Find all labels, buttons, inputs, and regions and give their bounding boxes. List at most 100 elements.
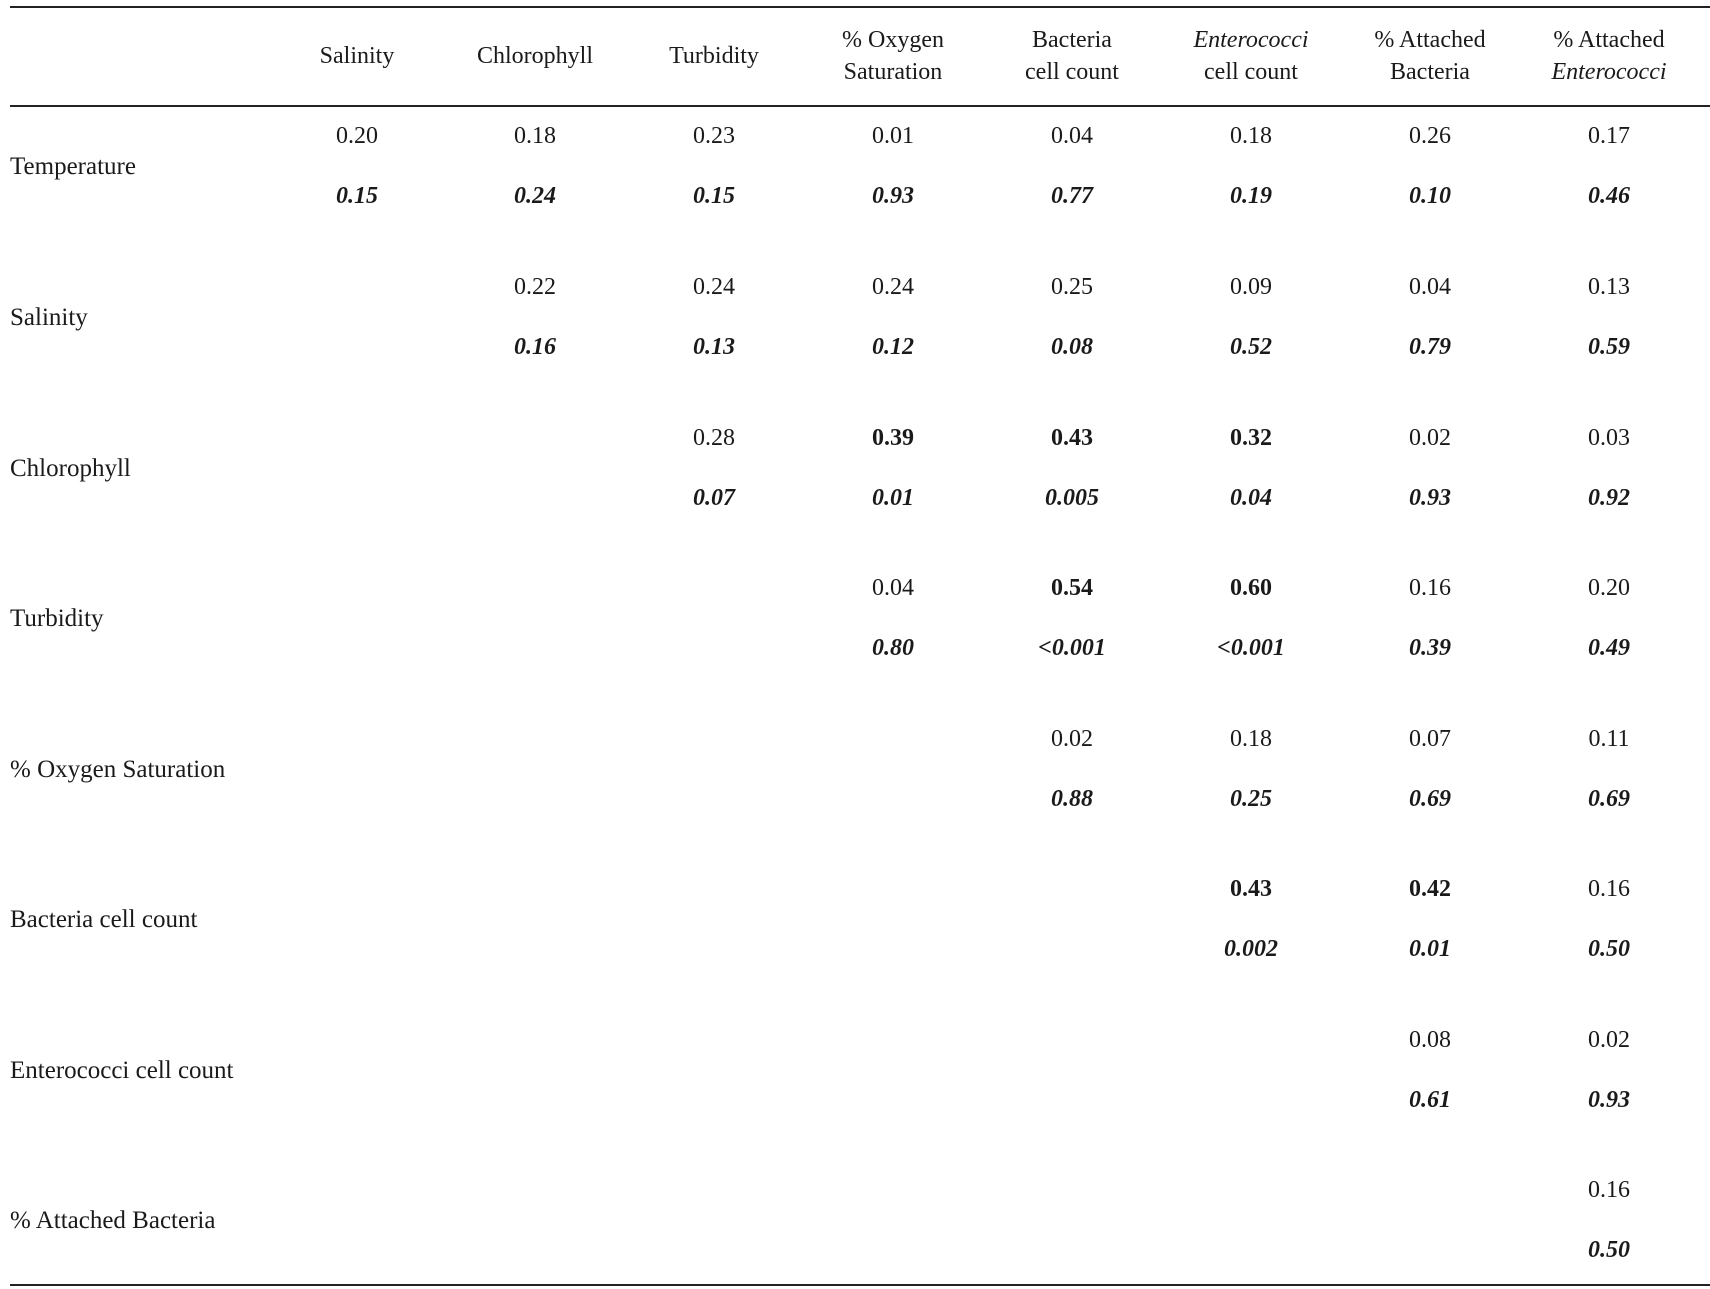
correlation-coefficient: 0.07 [1409, 726, 1451, 752]
p-value: 0.93 [1409, 485, 1451, 511]
column-header: % Attached Bacteria [1341, 6, 1519, 105]
p-value: 0.39 [1409, 635, 1451, 661]
correlation-coefficient: 0.09 [1230, 274, 1272, 300]
p-value: 0.93 [1588, 1087, 1630, 1113]
p-value: 0.50 [1588, 936, 1630, 962]
p-value: 0.04 [1230, 485, 1272, 511]
correlation-coefficient: 0.25 [1051, 274, 1093, 300]
p-value: 0.69 [1588, 786, 1630, 812]
correlation-coefficient: 0.17 [1588, 123, 1630, 149]
correlation-coefficient: 0.18 [1230, 123, 1272, 149]
correlation-coefficient: 0.42 [1409, 876, 1451, 902]
column-header: Enterococci cell count [1162, 6, 1340, 105]
p-value: 0.24 [514, 183, 556, 209]
column-header-line: % Attached [1374, 26, 1486, 53]
p-value: 0.25 [1230, 786, 1272, 812]
p-value: 0.16 [514, 334, 556, 360]
column-header-line: Turbidity [669, 42, 759, 69]
p-value: 0.59 [1588, 334, 1630, 360]
column-header-line: Enterococci [1551, 58, 1667, 85]
correlation-coefficient: 0.02 [1409, 425, 1451, 451]
correlation-coefficient: 0.43 [1051, 425, 1093, 451]
row-label: Salinity [10, 304, 88, 331]
p-value: 0.49 [1588, 635, 1630, 661]
p-value: 0.005 [1045, 485, 1099, 511]
p-value: 0.79 [1409, 334, 1451, 360]
p-value: 0.10 [1409, 183, 1451, 209]
correlation-coefficient: 0.26 [1409, 123, 1451, 149]
p-value: 0.13 [693, 334, 735, 360]
correlation-coefficient: 0.20 [336, 123, 378, 149]
correlation-coefficient: 0.32 [1230, 425, 1272, 451]
correlation-coefficient: 0.01 [872, 123, 914, 149]
table-top-rule [10, 6, 1710, 8]
correlation-coefficient: 0.24 [872, 274, 914, 300]
column-header-line: Bacteria [1390, 58, 1470, 85]
column-header: Turbidity [625, 6, 803, 105]
column-header-line: Saturation [843, 58, 943, 85]
column-header-line: Bacteria [1032, 26, 1112, 53]
correlation-coefficient: 0.20 [1588, 575, 1630, 601]
p-value: 0.08 [1051, 334, 1093, 360]
column-header-line: % Attached [1553, 26, 1665, 53]
p-value: 0.07 [693, 485, 735, 511]
p-value: 0.61 [1409, 1087, 1451, 1113]
correlation-coefficient: 0.16 [1409, 575, 1451, 601]
p-value: 0.80 [872, 635, 914, 661]
column-header: Chlorophyll [446, 6, 624, 105]
correlation-coefficient: 0.16 [1588, 1177, 1630, 1203]
row-label: % Attached Bacteria [10, 1207, 216, 1234]
p-value: 0.01 [1409, 936, 1451, 962]
correlation-coefficient: 0.11 [1588, 726, 1630, 752]
column-header-line: Salinity [319, 42, 395, 69]
p-value: 0.002 [1224, 936, 1278, 962]
correlation-coefficient: 0.23 [693, 123, 735, 149]
row-label: Enterococci cell count [10, 1057, 234, 1084]
row-label: Turbidity [10, 605, 104, 632]
correlation-coefficient: 0.60 [1230, 575, 1272, 601]
column-header: Salinity [268, 6, 446, 105]
column-header-line: % Oxygen [842, 26, 944, 53]
correlation-coefficient: 0.54 [1051, 575, 1093, 601]
correlation-coefficient: 0.39 [872, 425, 914, 451]
p-value: 0.01 [872, 485, 914, 511]
correlation-coefficient: 0.02 [1051, 726, 1093, 752]
column-header: % Attached Enterococci [1520, 6, 1698, 105]
p-value: <0.001 [1038, 635, 1106, 661]
correlation-coefficient: 0.04 [1409, 274, 1451, 300]
p-value: 0.77 [1051, 183, 1093, 209]
correlation-coefficient: 0.22 [514, 274, 556, 300]
correlation-coefficient: 0.43 [1230, 876, 1272, 902]
correlation-coefficient: 0.03 [1588, 425, 1630, 451]
row-label: Bacteria cell count [10, 906, 198, 933]
header-rule [10, 105, 1710, 107]
column-header-line: cell count [1025, 58, 1119, 85]
correlation-coefficient: 0.24 [693, 274, 735, 300]
column-header-line: Enterococci [1193, 26, 1309, 53]
correlation-coefficient: 0.04 [872, 575, 914, 601]
p-value: <0.001 [1217, 635, 1285, 661]
row-label: Chlorophyll [10, 455, 131, 482]
p-value: 0.93 [872, 183, 914, 209]
correlation-coefficient: 0.16 [1588, 876, 1630, 902]
correlation-coefficient: 0.13 [1588, 274, 1630, 300]
column-header-line: Chlorophyll [476, 42, 593, 69]
column-header-line: cell count [1204, 58, 1298, 85]
p-value: 0.12 [872, 334, 914, 360]
column-header: % Oxygen Saturation [804, 6, 982, 105]
correlation-coefficient: 0.04 [1051, 123, 1093, 149]
p-value: 0.52 [1230, 334, 1272, 360]
correlation-coefficient: 0.18 [514, 123, 556, 149]
p-value: 0.19 [1230, 183, 1272, 209]
p-value: 0.50 [1588, 1237, 1630, 1263]
p-value: 0.46 [1588, 183, 1630, 209]
p-value: 0.69 [1409, 786, 1451, 812]
correlation-coefficient: 0.02 [1588, 1027, 1630, 1053]
correlation-coefficient: 0.28 [693, 425, 735, 451]
p-value: 0.15 [693, 183, 735, 209]
p-value: 0.88 [1051, 786, 1093, 812]
row-label: Temperature [10, 153, 136, 180]
column-header: Bacteria cell count [983, 6, 1161, 105]
correlation-coefficient: 0.08 [1409, 1027, 1451, 1053]
row-label: % Oxygen Saturation [10, 756, 226, 783]
